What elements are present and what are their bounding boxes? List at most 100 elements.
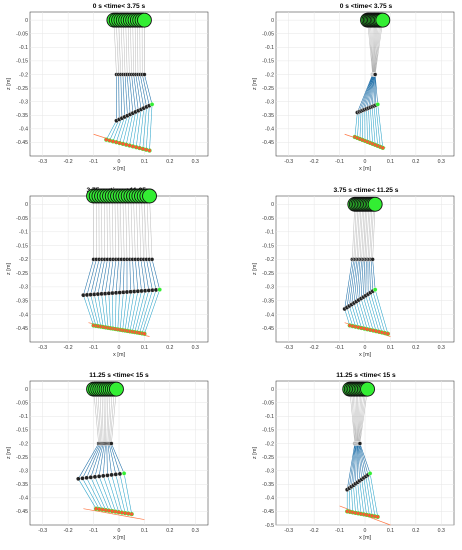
panel-5-knee-point-8 <box>109 472 114 478</box>
panel-4-thigh-link-3 <box>351 259 358 305</box>
panel-2-trunk-link-6 <box>373 20 377 75</box>
panel-5-ytick-6: -0.3 <box>19 468 28 474</box>
panel-2-trunk-link-7 <box>374 20 378 75</box>
panel-5-shank-link-10 <box>119 473 129 514</box>
panel-6-xtick-6: 0.3 <box>438 528 445 534</box>
panel-4-ytick-1: -0.05 <box>262 216 274 222</box>
panel-4-thigh-link-6 <box>358 259 362 301</box>
panel-4-trunk-link-8 <box>364 204 368 260</box>
panel-4-shank-link-5 <box>356 301 365 329</box>
panel-6-ytick-6: -0.3 <box>265 468 274 474</box>
panel-6-shank-link-5 <box>357 482 362 514</box>
panel-6-xtick-3: 0 <box>364 528 367 534</box>
panel-6-ytick-5: -0.25 <box>262 455 274 461</box>
panel-2-ytick-0: 0 <box>271 18 274 24</box>
panel-5-ytick-5: -0.25 <box>16 455 28 461</box>
panel-2-shank-link-5 <box>366 108 368 142</box>
panel-6-xtick-0: -0.3 <box>284 528 293 534</box>
panel-5-foot-point-11 <box>129 511 134 517</box>
panel-3-shank-link-20 <box>141 289 157 334</box>
panel-3-thigh-link-6 <box>104 259 111 294</box>
panel-6-thigh-link-4 <box>355 443 357 484</box>
panel-3-xtick-3: 0 <box>118 345 121 351</box>
panel-3-thigh-link-4 <box>97 259 105 295</box>
panel-3-trunk-link-16 <box>136 195 139 260</box>
panel-1-thigh-link-8 <box>133 74 139 111</box>
panel-6-thigh-link-1 <box>349 443 356 489</box>
panel-5-title: 11.25 s <time< 15 s <box>89 372 149 379</box>
panel-4-shank-link-6 <box>358 299 368 330</box>
panel-5-thigh-link-8 <box>107 443 112 475</box>
panel-5-shank-link-6 <box>103 475 116 512</box>
panel-5-thigh-link-2 <box>86 443 102 478</box>
panel-5-knee-point-7 <box>105 473 110 478</box>
panel-5-shank-link-9 <box>115 474 126 514</box>
panel-3-thigh-link-2 <box>90 259 100 295</box>
panel-3-shank-link-11 <box>119 292 124 330</box>
panel-3-thigh-link-10 <box>119 259 122 293</box>
panel-6-trunk-link-0 <box>349 389 356 444</box>
panel-6-shank-link-3 <box>353 485 356 513</box>
panel-6-thigh-link-11 <box>359 443 371 474</box>
panel-5-ytick-9: -0.45 <box>16 509 28 515</box>
panel-2-shank-link-6 <box>368 108 371 143</box>
panel-5-knee-point-6 <box>100 473 106 479</box>
panel-2-thigh-link-9 <box>373 74 375 106</box>
panel-3-trunk-link-8 <box>114 195 117 260</box>
panel-2-thigh-link-4 <box>364 74 374 110</box>
panel-6-thigh-link-7 <box>357 443 363 480</box>
panel-1-xtick-2: -0.1 <box>89 159 98 165</box>
panel-4-trunk-link-0 <box>352 204 356 260</box>
panel-4-trunk-link-2 <box>355 204 359 260</box>
panel-3-trunk-link-11 <box>122 195 125 260</box>
panel-1-xtick-6: 0.3 <box>192 159 199 165</box>
panel-1-xtick-4: 0.1 <box>141 159 148 165</box>
panel-6-shank-link-4 <box>355 483 359 514</box>
panel-1-shank-link-13 <box>149 104 153 151</box>
panel-5-trunk-link-4 <box>101 389 104 444</box>
panel-2-title: 0 s <time< 3.75 s <box>340 3 393 10</box>
panel-1-ytick-4: -0.2 <box>19 72 28 78</box>
panel-1-ytick-5: -0.25 <box>16 86 28 92</box>
panel-6-xtick-1: -0.2 <box>310 528 319 534</box>
panel-1-foot-point-13 <box>147 148 152 153</box>
panel-3-trunk-link-7 <box>112 195 114 260</box>
panel-3-shank-link-10 <box>117 292 121 330</box>
panel-1-xlabel: x [m] <box>113 166 126 172</box>
panel-1-thigh-link-7 <box>131 74 136 112</box>
panel-5-trunk-link-10 <box>110 389 115 444</box>
panel-6-trunk-link-2 <box>352 389 356 444</box>
panel-3-xtick-2: -0.1 <box>89 345 98 351</box>
panel-3-thigh-link-5 <box>101 259 108 294</box>
panel-1-trunk-link-6 <box>127 20 130 75</box>
panel-6-thigh-link-10 <box>359 443 369 475</box>
panel-2-foot-point-11 <box>380 145 385 150</box>
panel-3-ytick-6: -0.3 <box>19 285 28 291</box>
panel-6-body-mass-11 <box>360 381 375 397</box>
panel-2-xlabel: x [m] <box>359 166 372 172</box>
panel-4-shank-link-9 <box>365 295 377 332</box>
panel-2-thigh-link-0 <box>357 74 373 113</box>
panel-1-thigh-link-1 <box>118 74 120 120</box>
panel-5-thigh-link-0 <box>78 443 99 479</box>
panel-1-trunk-link-5 <box>125 20 128 75</box>
panel-4-xtick-5: 0.2 <box>412 345 419 351</box>
panel-3-thigh-link-13 <box>129 259 131 292</box>
panel-5-thigh-link-6 <box>103 443 106 476</box>
panel-2-body-mass-11 <box>375 12 391 28</box>
panel-3-shank-link-5 <box>101 293 106 328</box>
panel-1-shank-link-5 <box>122 114 131 144</box>
panel-4: 3.75 s <time< 11.25 s -0.3 -0.2 -0.1 0 0.1 0.… <box>252 187 455 358</box>
panel-5-thigh-link-9 <box>108 443 117 475</box>
panel-5-knee-point-0 <box>76 476 81 482</box>
panel-6-xtick-2: -0.1 <box>335 528 344 534</box>
panel-5-xtick-4: 0.1 <box>141 528 148 534</box>
panel-6-shank-link-8 <box>363 477 370 516</box>
panel-5-trunk-link-9 <box>108 389 113 444</box>
panel-2-shank-link-11 <box>377 104 384 148</box>
panel-3-xtick-4: 0.1 <box>141 345 148 351</box>
panel-2-shank-link-10 <box>375 105 381 147</box>
panel-3-ytick-5: -0.25 <box>16 271 28 277</box>
panel-5-trunk-link-11 <box>111 389 117 444</box>
